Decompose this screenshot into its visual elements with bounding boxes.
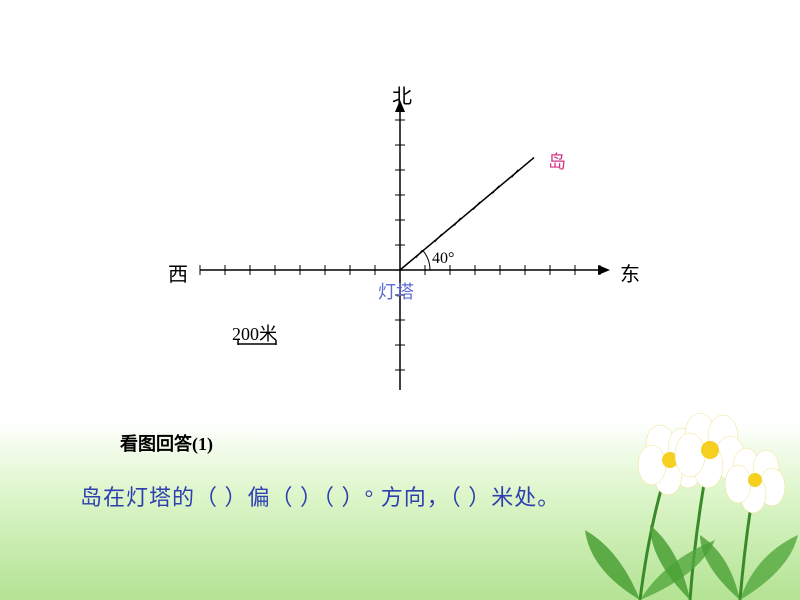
east-label: 东 <box>620 258 640 287</box>
lighthouse-label: 灯塔 <box>378 278 414 304</box>
angle-label: 40° <box>432 250 454 268</box>
scale-label: 200米 <box>232 320 277 346</box>
island-label: 岛 <box>548 148 566 174</box>
north-label: 北 <box>392 80 412 109</box>
west-label: 西 <box>168 258 188 287</box>
question-header: 看图回答(1) <box>120 430 213 456</box>
question-text: 岛在灯塔的（ ）偏（ ）（ ）° 方向，（ ）米处。 <box>80 480 560 512</box>
